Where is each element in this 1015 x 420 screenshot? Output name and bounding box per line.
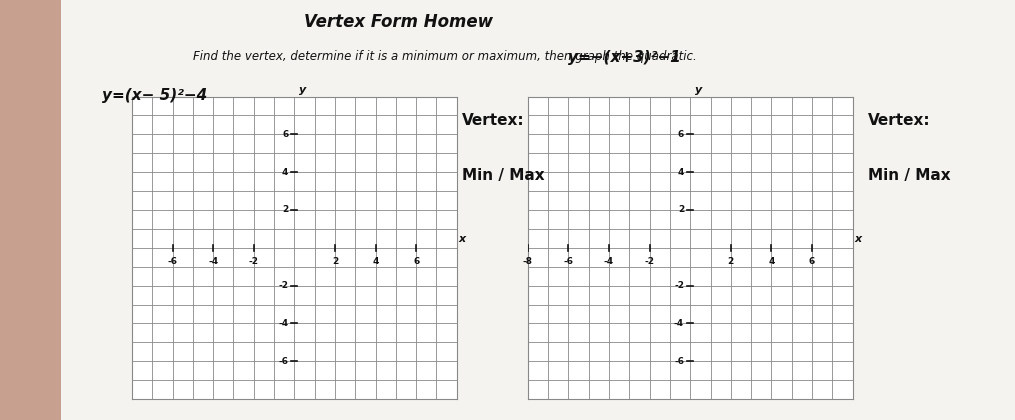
Text: -6: -6 — [278, 357, 288, 366]
Text: -2: -2 — [249, 257, 259, 266]
Text: 6: 6 — [282, 130, 288, 139]
Text: x: x — [855, 234, 862, 244]
Text: 6: 6 — [678, 130, 684, 139]
Text: Vertex Form Homew: Vertex Form Homew — [304, 13, 493, 31]
Text: -4: -4 — [208, 257, 218, 266]
Text: 2: 2 — [728, 257, 734, 266]
Text: 4: 4 — [678, 168, 684, 177]
Text: 2: 2 — [332, 257, 338, 266]
Text: -2: -2 — [674, 281, 684, 290]
Text: Vertex:: Vertex: — [462, 113, 525, 129]
Text: -2: -2 — [645, 257, 655, 266]
Text: 6: 6 — [809, 257, 815, 266]
Text: y=(x− 5)²−4: y=(x− 5)²−4 — [102, 88, 207, 103]
Text: Min / Max: Min / Max — [462, 168, 544, 183]
Text: 2: 2 — [282, 205, 288, 215]
Text: 4: 4 — [282, 168, 288, 177]
Text: -4: -4 — [604, 257, 614, 266]
Text: -8: -8 — [523, 257, 533, 266]
Text: -6: -6 — [674, 357, 684, 366]
Text: -6: -6 — [563, 257, 573, 266]
Text: 6: 6 — [413, 257, 419, 266]
Text: Min / Max: Min / Max — [868, 168, 950, 183]
Text: Vertex:: Vertex: — [868, 113, 931, 129]
Text: 4: 4 — [768, 257, 774, 266]
Text: -4: -4 — [674, 319, 684, 328]
Text: y=−(x+3)²−1: y=−(x+3)²−1 — [568, 50, 681, 66]
Text: 4: 4 — [373, 257, 379, 266]
Text: -4: -4 — [278, 319, 288, 328]
Text: -6: -6 — [167, 257, 178, 266]
Text: -2: -2 — [278, 281, 288, 290]
Text: 2: 2 — [678, 205, 684, 215]
Text: x: x — [459, 234, 466, 244]
Text: y: y — [694, 85, 702, 94]
Text: y: y — [298, 85, 307, 94]
Text: Find the vertex, determine if it is a minimum or maximum, then graph the quadrat: Find the vertex, determine if it is a mi… — [193, 50, 696, 63]
